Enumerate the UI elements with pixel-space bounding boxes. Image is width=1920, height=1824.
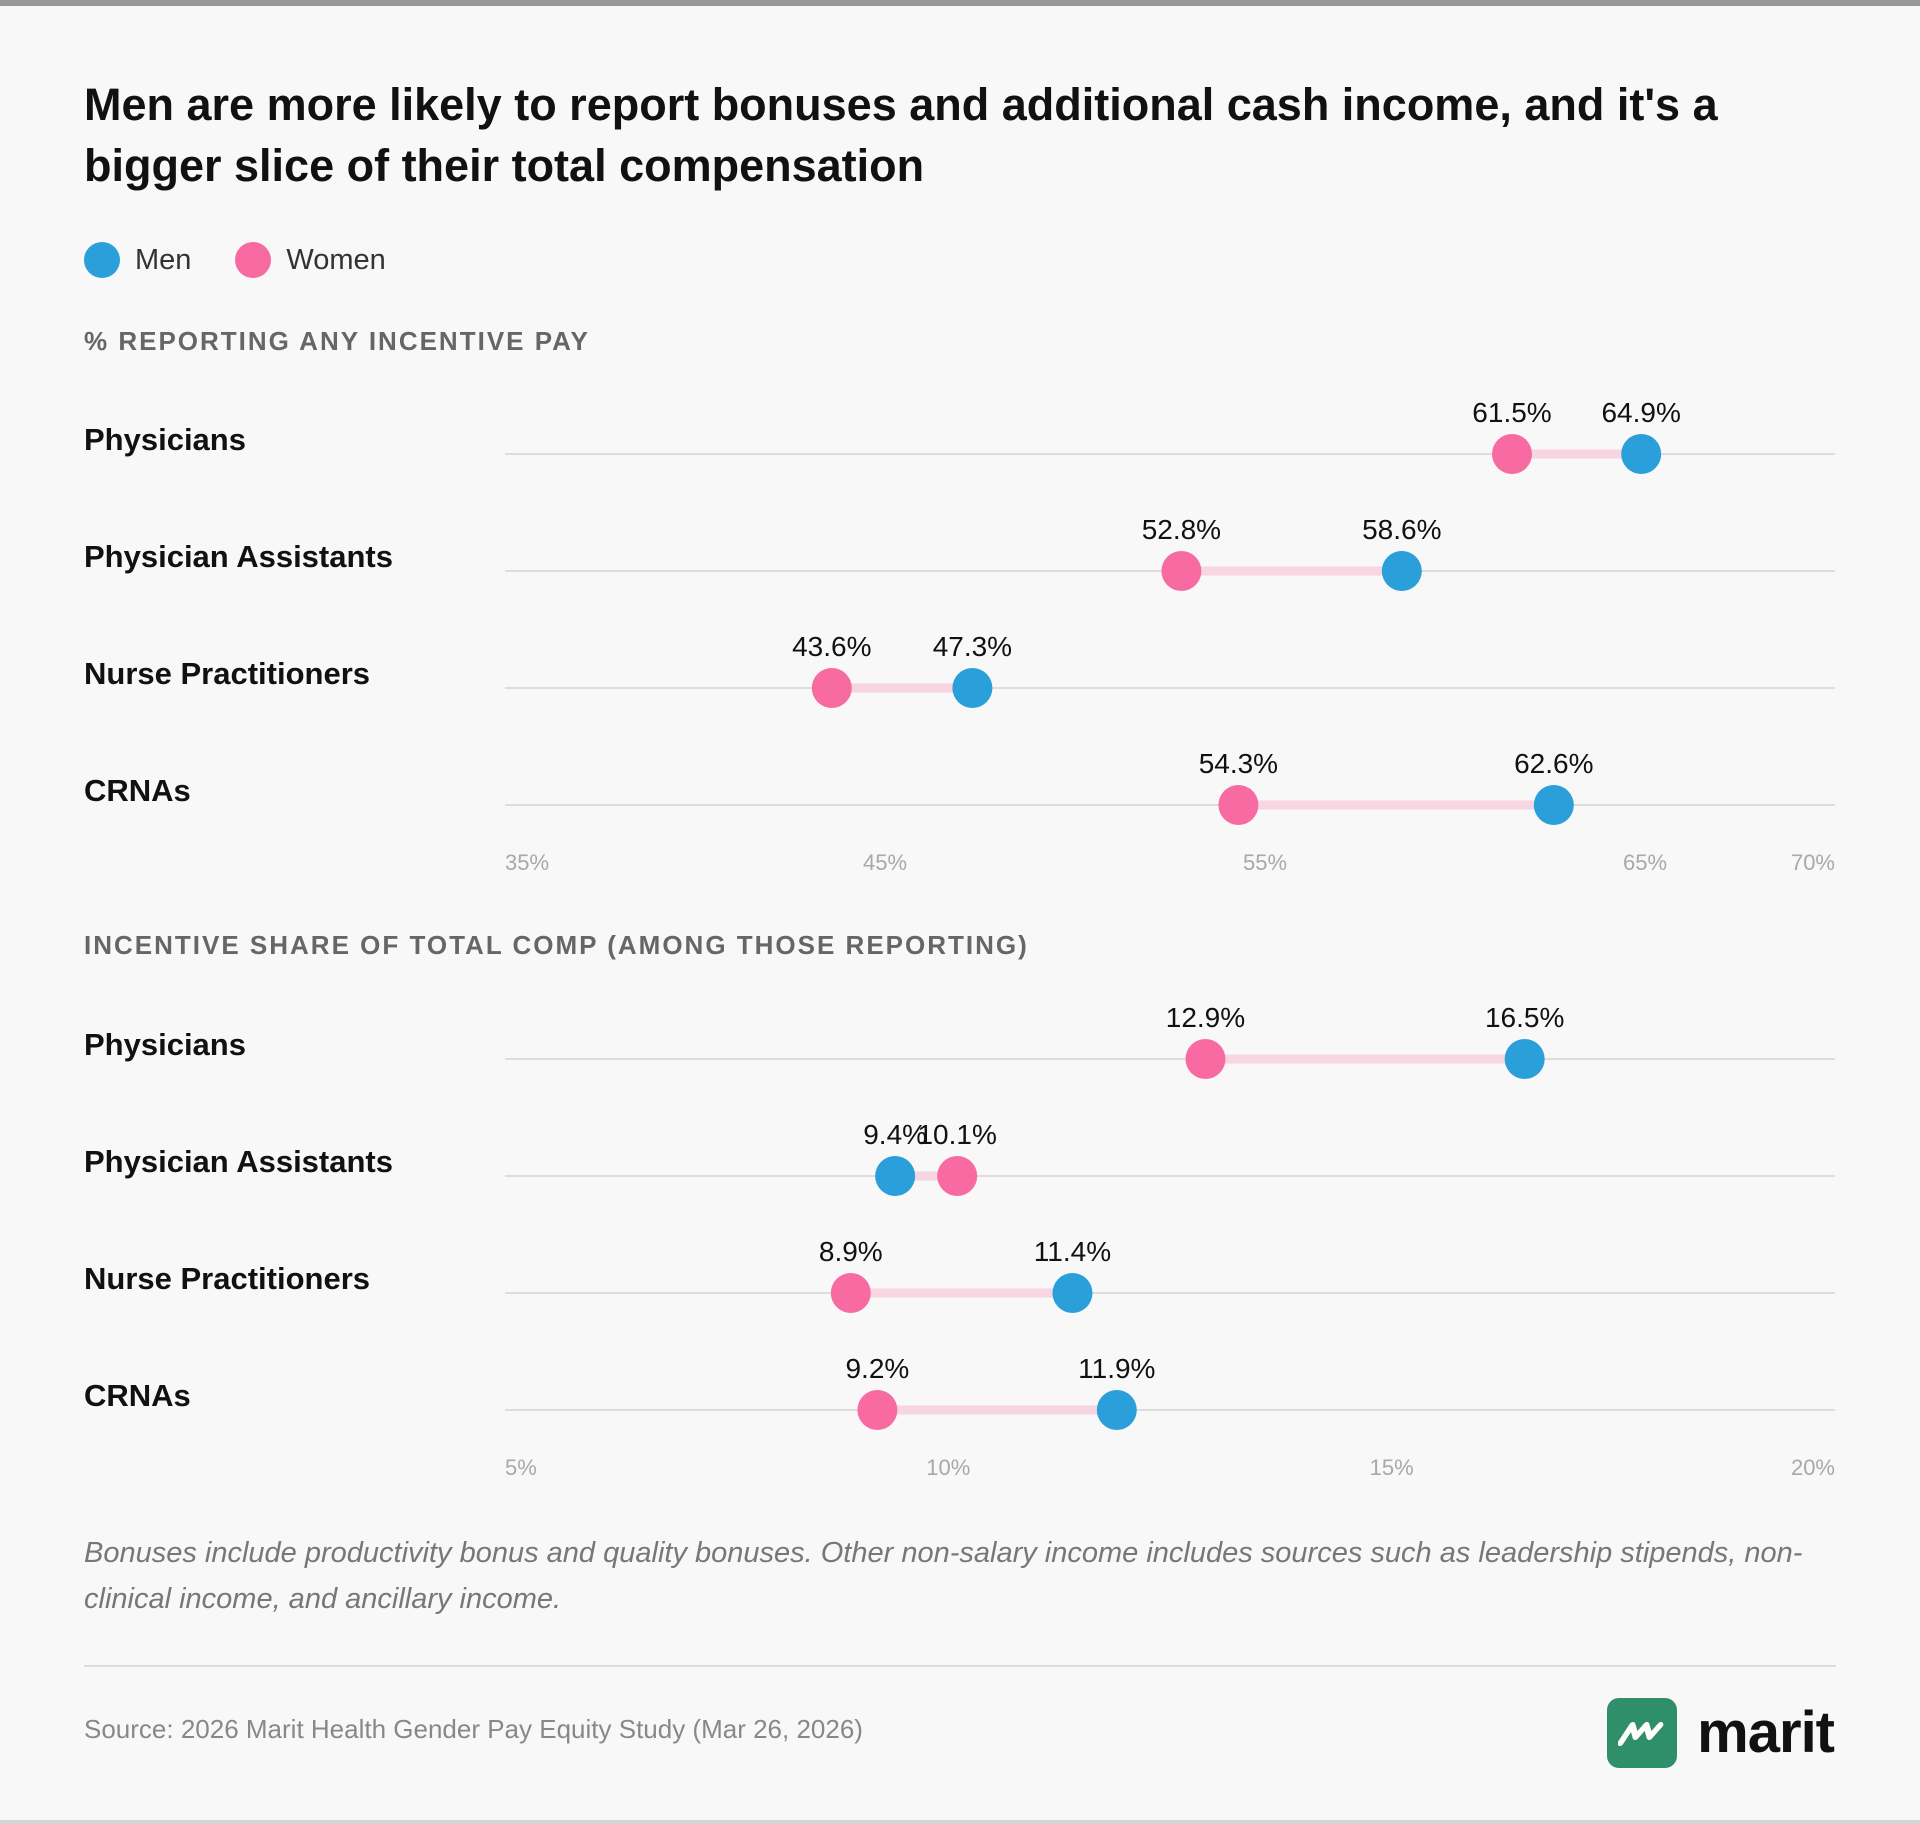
value-label-men-crnas: 62.6% bbox=[1514, 748, 1593, 779]
dot-women-physician-assistants bbox=[1161, 551, 1202, 591]
footnote: Bonuses include productivity bonus and q… bbox=[84, 1537, 1803, 1615]
chart-incentive-share: Physicians 12.9% 16.5% Physician Assistants… bbox=[84, 1002, 1835, 1480]
row-label-physician-assistants: Physician Assistants bbox=[84, 1144, 393, 1179]
dot-men-crnas bbox=[1096, 1390, 1137, 1430]
legend-dot-women bbox=[235, 242, 272, 278]
tick-label-10: 10% bbox=[926, 1455, 970, 1480]
chart-incentive-pay: Physicians 61.5% 64.9% Physician Assistants… bbox=[84, 397, 1835, 875]
dot-women-physicians bbox=[1492, 434, 1532, 474]
legend-label-men: Men bbox=[135, 243, 192, 276]
value-label-men-nurse-practitioners: 11.4% bbox=[1034, 1236, 1111, 1267]
divider bbox=[84, 1665, 1836, 1667]
row-label-crnas: CRNAs bbox=[84, 1378, 191, 1413]
legend-item-women: Women bbox=[235, 242, 386, 278]
value-label-women-physician-assistants: 10.1% bbox=[917, 1119, 996, 1150]
dot-women-physicians bbox=[1185, 1039, 1226, 1079]
section-title-incentive-share: INCENTIVE SHARE OF TOTAL COMP (AMONG THO… bbox=[84, 930, 1029, 960]
value-label-women-nurse-practitioners: 43.6% bbox=[792, 631, 871, 662]
dot-women-nurse-practitioners bbox=[830, 1273, 871, 1313]
dot-women-nurse-practitioners bbox=[811, 668, 852, 708]
value-label-men-physicians: 64.9% bbox=[1601, 397, 1680, 428]
section-title-incentive-pay: % REPORTING ANY INCENTIVE PAY bbox=[84, 326, 590, 356]
value-label-women-physicians: 12.9% bbox=[1166, 1002, 1245, 1033]
tick-label-65: 65% bbox=[1623, 850, 1667, 875]
tick-label-45: 45% bbox=[863, 850, 907, 875]
legend: Men Women bbox=[84, 240, 430, 280]
brand-name: marit bbox=[1697, 1700, 1835, 1765]
value-label-men-physician-assistants: 58.6% bbox=[1362, 514, 1441, 545]
value-label-women-physician-assistants: 52.8% bbox=[1142, 514, 1221, 545]
dot-men-physician-assistants bbox=[875, 1156, 916, 1196]
row-label-physicians: Physicians bbox=[84, 1027, 246, 1062]
source-text: Source: 2026 Marit Health Gender Pay Equ… bbox=[84, 1714, 863, 1744]
brand-logo: marit bbox=[1607, 1698, 1835, 1768]
dot-women-physician-assistants bbox=[937, 1156, 978, 1196]
row-label-physician-assistants: Physician Assistants bbox=[84, 539, 393, 574]
marit-logo-icon bbox=[1607, 1698, 1678, 1768]
dot-men-crnas bbox=[1533, 785, 1574, 825]
tick-label-20: 20% bbox=[1791, 1455, 1835, 1480]
dot-men-physicians bbox=[1621, 434, 1662, 474]
value-label-men-physicians: 16.5% bbox=[1485, 1002, 1564, 1033]
chart-title: Men are more likely to report bonuses an… bbox=[84, 79, 1718, 191]
value-label-women-crnas: 9.2% bbox=[845, 1353, 909, 1384]
row-label-crnas: CRNAs bbox=[84, 773, 191, 808]
dot-men-physician-assistants bbox=[1381, 551, 1422, 591]
value-label-women-physicians: 61.5% bbox=[1472, 397, 1551, 428]
value-label-men-nurse-practitioners: 47.3% bbox=[933, 631, 1012, 662]
bottom-border bbox=[0, 1820, 1920, 1824]
legend-label-women: Women bbox=[286, 243, 386, 276]
row-label-physicians: Physicians bbox=[84, 422, 246, 457]
row-label-nurse-practitioners: Nurse Practitioners bbox=[84, 1261, 370, 1296]
value-label-men-physician-assistants: 9.4% bbox=[863, 1119, 927, 1150]
dot-women-crnas bbox=[857, 1390, 898, 1430]
tick-label-55: 55% bbox=[1243, 850, 1287, 875]
tick-label-35: 35% bbox=[505, 850, 549, 875]
dot-men-nurse-practitioners bbox=[952, 668, 993, 708]
tick-label-70: 70% bbox=[1791, 850, 1835, 875]
top-border bbox=[0, 0, 1920, 6]
value-label-women-nurse-practitioners: 8.9% bbox=[819, 1236, 883, 1267]
legend-item-men: Men bbox=[84, 242, 191, 278]
tick-label-15: 15% bbox=[1370, 1455, 1414, 1480]
legend-dot-men bbox=[84, 242, 120, 278]
dot-men-nurse-practitioners bbox=[1052, 1273, 1093, 1313]
tick-label-5: 5% bbox=[505, 1455, 537, 1480]
dot-women-crnas bbox=[1218, 785, 1259, 825]
row-label-nurse-practitioners: Nurse Practitioners bbox=[84, 656, 370, 691]
value-label-men-crnas: 11.9% bbox=[1078, 1353, 1155, 1384]
dot-men-physicians bbox=[1504, 1039, 1545, 1079]
value-label-women-crnas: 54.3% bbox=[1199, 748, 1278, 779]
